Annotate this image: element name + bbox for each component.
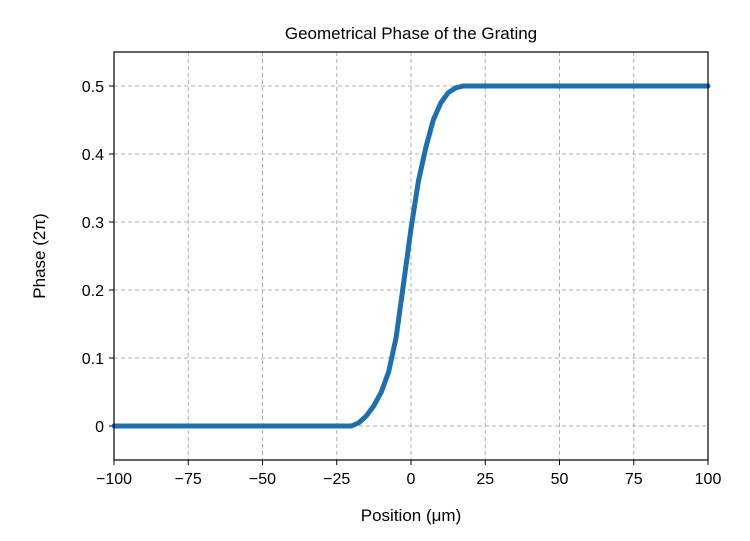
y-axis-label: Phase (2π) — [30, 213, 49, 298]
x-tick-label: −25 — [323, 471, 350, 488]
x-tick-label: −100 — [96, 471, 132, 488]
ticks: −100 −75 −50 −25 0 25 50 75 100 0 0.1 0.2 0.3 0.4 0.5 — [82, 79, 722, 488]
grid — [113, 52, 709, 460]
y-tick-label: 0.2 — [82, 283, 104, 300]
x-tick-label: −75 — [175, 471, 202, 488]
x-tick-label: 100 — [695, 471, 722, 488]
y-tick-label: 0.5 — [82, 79, 104, 96]
y-tick-label: 0.3 — [82, 215, 104, 232]
x-tick-label: 25 — [476, 471, 494, 488]
x-axis-label: Position (μm) — [361, 506, 461, 525]
y-tick-label: 0.1 — [82, 351, 104, 368]
y-tick-label: 0.4 — [82, 147, 104, 164]
x-tick-label: 0 — [407, 471, 416, 488]
chart-title: Geometrical Phase of the Grating — [285, 24, 537, 43]
x-tick-label: 50 — [551, 471, 569, 488]
y-tick-label: 0 — [95, 419, 104, 436]
plot-frame — [113, 51, 709, 461]
x-tick-label: −50 — [249, 471, 276, 488]
series-line — [111, 83, 711, 429]
x-tick-label: 75 — [625, 471, 643, 488]
